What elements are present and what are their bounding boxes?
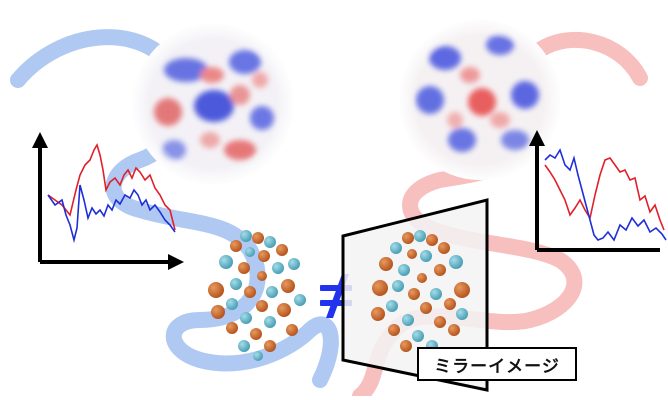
left-red-line [47, 143, 176, 231]
left-molecule [208, 230, 306, 361]
left-blue-line [47, 184, 176, 244]
right-molecule [371, 230, 470, 352]
right-red-line [544, 157, 665, 231]
right-spectrum-chart [529, 130, 667, 252]
mirror-image-label: ミラーイメージ [417, 347, 577, 381]
left-density-map [133, 24, 293, 184]
left-spectrum-chart [32, 132, 184, 270]
right-density-map [400, 20, 560, 180]
right-blue-line [544, 148, 667, 242]
